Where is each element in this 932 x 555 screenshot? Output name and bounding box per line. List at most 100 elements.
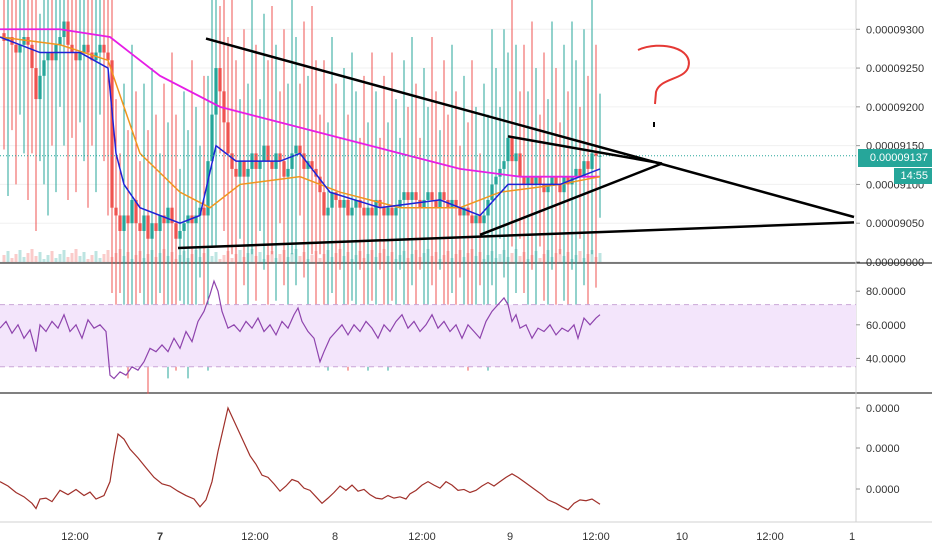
candle-down: [154, 223, 158, 231]
candle-up: [98, 44, 102, 53]
candle-up: [354, 199, 358, 208]
volume-bar: [498, 254, 502, 262]
candle-up: [590, 153, 594, 169]
candle-up: [342, 199, 346, 208]
trendline: [479, 162, 663, 237]
volume-bar: [78, 256, 82, 262]
rsi-line: [0, 279, 601, 380]
volume-bar: [230, 258, 234, 262]
candle-up: [546, 184, 550, 193]
time-axis-label: 9: [507, 531, 513, 543]
volume-bar: [54, 258, 58, 262]
candle-down: [538, 176, 542, 185]
candle-down: [66, 21, 70, 45]
candle-down: [362, 207, 366, 216]
volume-bar: [50, 251, 54, 262]
volume-bar: [94, 251, 98, 262]
candle-up: [410, 192, 414, 200]
volume-bar: [270, 251, 274, 262]
candle-down: [218, 68, 222, 92]
candle-down: [458, 207, 462, 216]
candle-down: [14, 44, 18, 53]
candle-down: [442, 192, 446, 200]
candle-up: [330, 192, 334, 208]
candle-up: [506, 137, 510, 162]
volume-bar: [18, 250, 22, 262]
candle-down: [90, 52, 94, 61]
candle-up: [366, 207, 370, 216]
candle-up: [350, 207, 354, 216]
ma-mid-line: [0, 36, 601, 209]
price-tick-label: 0.00009050: [866, 218, 924, 230]
volume-bar: [258, 252, 262, 262]
volume-bar: [298, 256, 302, 262]
volume-bar: [250, 249, 254, 262]
volume-bar: [106, 250, 110, 262]
time-axis-label: 10: [676, 531, 688, 543]
candle-down: [146, 215, 150, 239]
candle-down: [174, 223, 178, 239]
candle-down: [282, 161, 286, 177]
candle-up: [158, 215, 162, 231]
candle-down: [270, 161, 274, 169]
time-axis-label: 12:00: [61, 531, 89, 543]
candle-down: [542, 184, 546, 193]
volume-bar: [518, 256, 522, 262]
candle-down: [382, 207, 386, 216]
candle-up: [246, 168, 250, 177]
candle-down: [418, 199, 422, 208]
volume-bar: [74, 249, 78, 262]
time-axis-label: 7: [157, 531, 163, 543]
candle-up: [498, 168, 502, 177]
candle-up: [514, 153, 518, 162]
volume-bar: [310, 255, 314, 262]
candle-up: [306, 161, 310, 169]
candle-down: [202, 207, 206, 216]
volume-bar: [58, 254, 62, 262]
volume-bar: [38, 252, 42, 262]
volume-bar: [2, 255, 6, 262]
candle-up: [122, 215, 126, 231]
candle-up: [398, 199, 402, 208]
candle-down: [162, 215, 166, 224]
candle-up: [18, 44, 22, 53]
price-tick-label: 0.00009200: [866, 102, 924, 114]
time-axis-label: 1: [849, 531, 855, 543]
candle-down: [414, 192, 418, 200]
candle-up: [502, 161, 506, 169]
trendline: [205, 37, 855, 219]
volume-bar: [510, 253, 514, 262]
candle-up: [462, 207, 466, 216]
candle-up: [130, 199, 134, 224]
oscillator-line: [0, 406, 601, 511]
candle-up: [490, 184, 494, 200]
volume-bar: [98, 258, 102, 262]
candle-down: [278, 153, 282, 162]
candle-down: [234, 168, 238, 177]
candle-up: [166, 207, 170, 224]
time-axis-label: 12:00: [408, 531, 436, 543]
time-axis-label: 12:00: [241, 531, 269, 543]
candle-down: [378, 199, 382, 208]
candle-up: [150, 223, 154, 239]
candle-down: [114, 207, 118, 216]
trendline: [507, 135, 663, 165]
current-price-label: 0.00009137: [858, 149, 932, 167]
ma-fast-line: [0, 36, 601, 225]
rsi-tick-label: 60.0000: [866, 320, 906, 332]
candle-down: [370, 207, 374, 216]
candle-down: [314, 168, 318, 177]
volume-bar: [6, 251, 10, 262]
candle-up: [262, 145, 266, 162]
candle-down: [34, 68, 38, 100]
candle-down: [110, 60, 114, 208]
volume-bar: [558, 249, 562, 262]
candle-up: [238, 161, 242, 177]
time-axis-label: 8: [332, 531, 338, 543]
candle-up: [426, 192, 430, 200]
trendline: [177, 221, 855, 250]
volume-bar: [238, 250, 242, 262]
candle-up: [42, 60, 46, 76]
